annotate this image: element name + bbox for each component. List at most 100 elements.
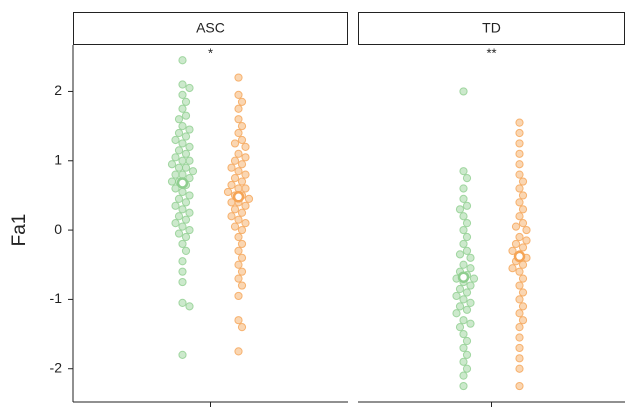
data-point xyxy=(234,115,243,124)
data-point xyxy=(234,347,243,356)
data-point xyxy=(459,371,468,380)
data-point xyxy=(466,319,475,328)
data-point xyxy=(234,128,243,138)
data-point xyxy=(234,149,243,158)
data-point xyxy=(241,184,250,193)
data-point xyxy=(181,149,191,158)
data-point xyxy=(178,257,187,266)
data-point xyxy=(237,267,247,276)
data-point xyxy=(178,205,187,214)
y-tick-label: -1 xyxy=(50,290,63,306)
data-point xyxy=(174,128,184,138)
data-point xyxy=(522,236,531,245)
data-point xyxy=(459,343,468,353)
data-point xyxy=(237,135,247,145)
data-point xyxy=(234,232,243,242)
data-point xyxy=(234,274,243,283)
data-point xyxy=(174,115,184,124)
data-point xyxy=(237,225,247,235)
data-point xyxy=(185,125,194,134)
data-point xyxy=(244,194,254,203)
data-point xyxy=(237,122,247,131)
data-point xyxy=(230,222,240,231)
data-point xyxy=(171,219,180,228)
data-point xyxy=(181,232,191,242)
data-point xyxy=(234,104,243,113)
data-point xyxy=(237,323,247,332)
data-point xyxy=(185,208,194,217)
data-point xyxy=(237,160,247,169)
data-point xyxy=(515,295,524,304)
data-point xyxy=(518,260,528,269)
data-point xyxy=(230,173,240,183)
data-point xyxy=(455,205,465,214)
data-point xyxy=(515,267,524,276)
data-point xyxy=(459,167,468,176)
strip-background xyxy=(73,12,348,45)
significance: ** xyxy=(486,45,496,60)
data-point xyxy=(515,364,524,373)
data-point xyxy=(462,336,472,346)
data-point xyxy=(241,219,250,228)
data-point xyxy=(466,264,475,273)
data-point xyxy=(174,163,184,172)
data-point xyxy=(515,309,524,318)
data-point xyxy=(171,170,180,179)
data-point xyxy=(518,191,528,200)
data-point xyxy=(515,198,524,207)
data-point xyxy=(469,274,479,283)
data-point xyxy=(185,191,194,200)
data-point xyxy=(515,323,524,332)
data-point xyxy=(227,198,236,207)
data-point xyxy=(181,163,191,172)
data-point xyxy=(462,201,472,210)
data-point xyxy=(466,298,475,307)
mean-marker xyxy=(513,250,526,263)
data-point xyxy=(515,118,524,127)
data-point xyxy=(466,281,475,290)
data-point xyxy=(455,250,465,259)
data-point xyxy=(174,194,184,203)
data-point xyxy=(515,170,524,179)
data-point xyxy=(518,205,528,214)
data-point xyxy=(185,83,194,93)
data-point xyxy=(234,73,243,82)
data-point xyxy=(518,288,528,297)
y-tick-label: 1 xyxy=(54,151,62,167)
data-point xyxy=(181,132,191,141)
y-axis-label: Fa1 xyxy=(9,214,30,247)
data-point xyxy=(178,222,187,231)
data-point xyxy=(452,309,461,318)
data-point xyxy=(174,212,184,221)
data-point xyxy=(515,139,524,148)
strip-title: TD xyxy=(482,20,501,36)
data-point xyxy=(234,184,243,193)
data-point xyxy=(459,295,468,304)
data-point xyxy=(237,239,247,249)
data-point xyxy=(174,229,184,238)
data-point xyxy=(234,291,243,301)
data-point xyxy=(459,260,468,269)
data-point xyxy=(167,160,177,169)
strip-title: ASC xyxy=(196,20,225,36)
data-point xyxy=(515,160,524,169)
data-point xyxy=(181,97,191,106)
data-point xyxy=(237,208,247,217)
data-point xyxy=(178,122,187,131)
data-point xyxy=(455,302,465,311)
data-point xyxy=(185,156,194,165)
data-point xyxy=(459,357,468,366)
data-point xyxy=(178,139,187,148)
data-point xyxy=(518,316,528,325)
significance: * xyxy=(208,45,213,60)
data-point xyxy=(230,156,240,165)
data-point xyxy=(181,246,191,255)
data-point xyxy=(167,177,177,186)
data-point xyxy=(515,184,524,193)
data-point xyxy=(237,177,247,186)
data-point xyxy=(459,316,468,325)
data-point xyxy=(459,225,468,235)
data-point xyxy=(178,298,187,307)
data-point xyxy=(459,239,468,249)
data-point xyxy=(223,187,233,197)
